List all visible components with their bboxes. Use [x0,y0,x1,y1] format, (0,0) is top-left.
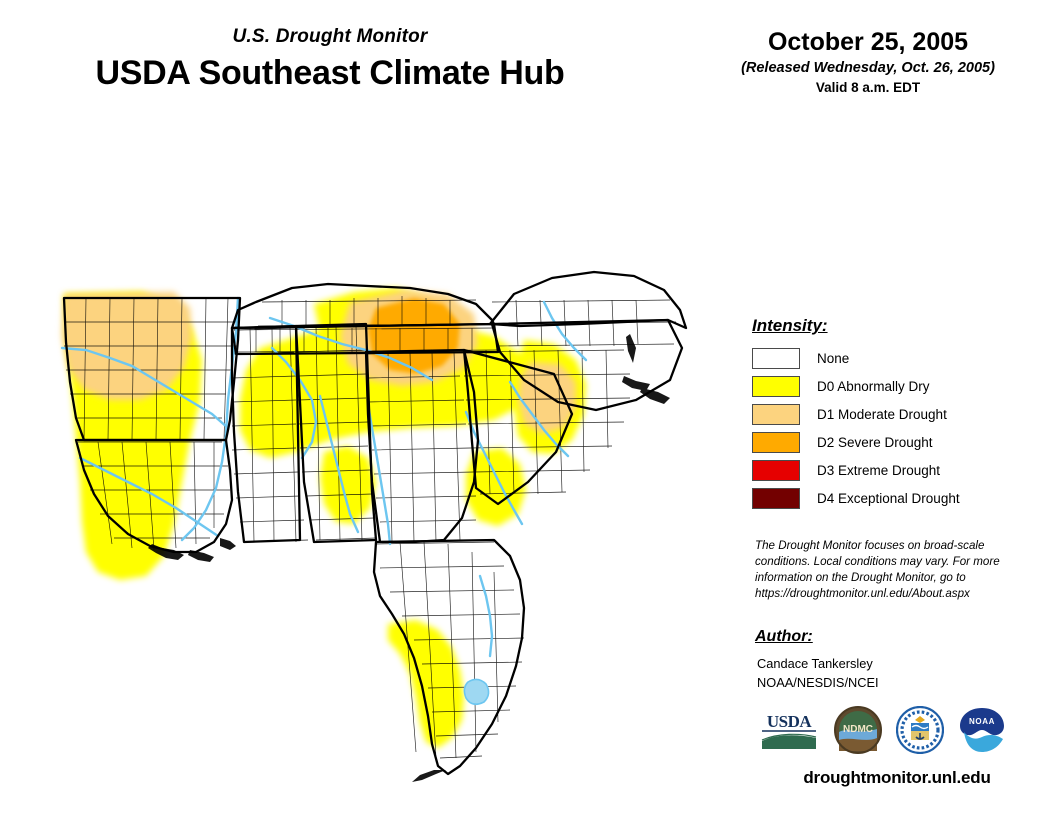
legend-swatch-none [752,348,800,369]
author-heading: Author: [755,628,813,645]
logo-strip: USDA NDMC NOAA [758,702,1038,758]
map-date: October 25, 2005 [767,28,969,56]
author-affiliation: NOAA/NESDIS/NCEI [757,674,879,690]
legend-label-d0: D0 Abnormally Dry [817,379,930,394]
legend-label-d4: D4 Exceptional Drought [817,491,960,506]
author-name: Candace Tankersley [757,656,873,671]
rivers-and-lakes [60,296,588,706]
header-right: October 25, 2005 (Released Wednesday, Oc… [680,28,1056,95]
usda-seal-logo [896,706,944,754]
legend-item-d0[interactable]: D0 Abnormally Dry [752,374,1042,399]
drought-map[interactable] [24,152,724,800]
page-title: USDA Southeast Climate Hub [95,54,565,92]
svg-text:NDMC: NDMC [843,724,873,735]
legend-label-d1: D1 Moderate Drought [817,407,947,422]
page-subtitle: U.S. Drought Monitor [232,26,428,47]
valid-time: Valid 8 a.m. EDT [815,80,921,95]
svg-text:NOAA: NOAA [969,717,995,726]
legend-item-d4[interactable]: D4 Exceptional Drought [752,486,1042,511]
author-block: Candace Tankersley NOAA/NESDIS/NCEI [757,655,879,692]
legend-swatch-d3 [752,460,800,481]
coastline-detail [148,334,670,782]
legend-label-d3: D3 Extreme Drought [817,463,941,478]
legend-label-d2: D2 Severe Drought [817,435,933,450]
map-svg [24,152,724,800]
legend-label-none: None [817,351,850,366]
legend-item-d3[interactable]: D3 Extreme Drought [752,458,1042,483]
legend-panel: Intensity: None D0 Abnormally Dry D1 Mod… [752,316,1042,514]
header-left: U.S. Drought Monitor USDA Southeast Clim… [0,26,660,93]
legend-swatch-d4 [752,488,800,509]
ndmc-logo: NDMC [834,706,882,754]
disclaimer-text: The Drought Monitor focuses on broad-sca… [755,539,1000,600]
noaa-logo: NOAA [960,708,1004,752]
legend-swatch-d0 [752,376,800,397]
state-boundaries [62,270,688,776]
legend-swatch-d2 [752,432,800,453]
usda-logo: USDA [758,707,820,753]
release-date: (Released Wednesday, Oct. 26, 2005) [741,60,995,76]
svg-text:USDA: USDA [767,712,813,731]
legend-title: Intensity: [752,316,828,335]
legend-item-d2[interactable]: D2 Severe Drought [752,430,1042,455]
legend-item-d1[interactable]: D1 Moderate Drought [752,402,1042,427]
legend-swatch-d1 [752,404,800,425]
legend-item-none[interactable]: None [752,346,1042,371]
site-url[interactable]: droughtmonitor.unl.edu [803,768,991,787]
